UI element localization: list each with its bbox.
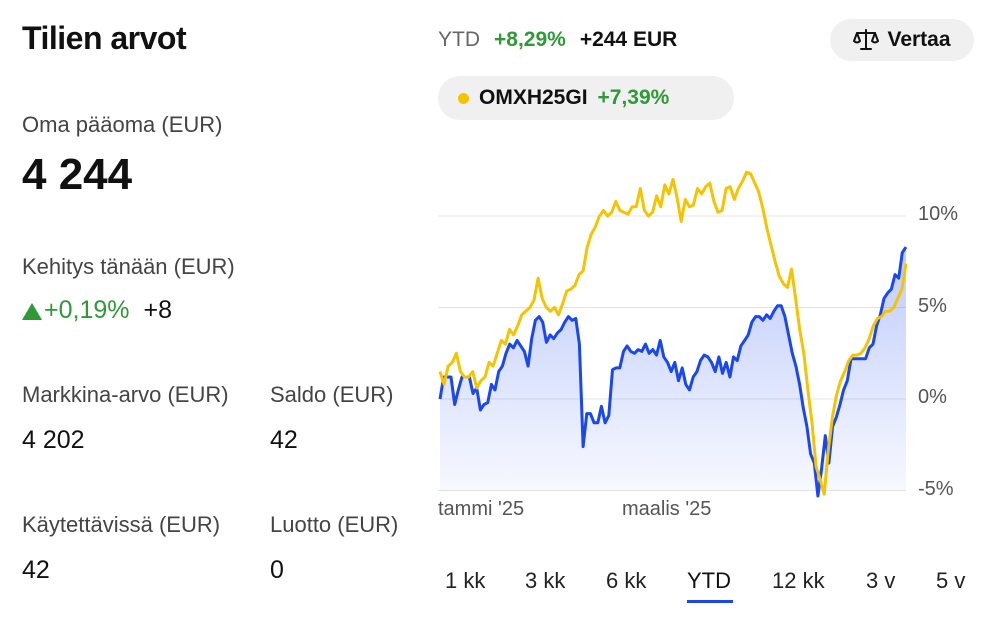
- today-change-label: Kehitys tänään (EUR): [22, 254, 235, 279]
- range-option-3-kk[interactable]: 3 kk: [525, 568, 566, 593]
- available-label: Käytettävissä (EUR): [22, 512, 221, 537]
- portfolio-area: [440, 247, 906, 496]
- up-triangle-icon: [22, 302, 42, 320]
- index-color-dot: [458, 92, 469, 104]
- market-value-label: Markkina-arvo (EUR): [22, 382, 229, 407]
- series-line-omxh25gi: [438, 170, 908, 496]
- performance-period: YTD: [438, 28, 480, 51]
- market-value-value: 4 202: [22, 426, 85, 454]
- balance-label: Saldo (EUR): [270, 382, 394, 407]
- index-name: OMXH25GI: [479, 86, 588, 109]
- today-change-percent: +0,19%: [44, 296, 130, 324]
- index-percent: +7,39%: [597, 86, 670, 109]
- range-option-6-kk[interactable]: 6 kk: [606, 568, 647, 593]
- scale-icon: [853, 29, 880, 50]
- balance-value: 42: [270, 426, 298, 454]
- today-change-percent-wrap: +0,19%: [22, 296, 130, 325]
- page-title: Tilien arvot: [22, 20, 187, 56]
- available-value: 42: [22, 556, 50, 584]
- x-tick-label: tammi '25: [438, 498, 525, 520]
- range-option-1-kk[interactable]: 1 kk: [445, 568, 486, 593]
- range-option-5-v[interactable]: 5 v: [936, 568, 966, 593]
- active-range-indicator: [687, 600, 733, 603]
- performance-amount: +244 EUR: [579, 28, 678, 51]
- today-change-row: +0,19% +8: [22, 296, 172, 325]
- equity-value: 4 244: [22, 150, 133, 199]
- performance-summary: YTD +8,29% +244 EUR: [438, 28, 677, 52]
- range-option-12-kk[interactable]: 12 kk: [772, 568, 825, 593]
- range-option-ytd[interactable]: YTD: [687, 568, 731, 593]
- x-tick-label: maalis '25: [622, 498, 712, 520]
- y-tick-label: 5%: [918, 294, 947, 317]
- index-chip[interactable]: OMXH25GI +7,39%: [438, 76, 734, 120]
- compare-button-label: Vertaa: [887, 28, 951, 51]
- equity-label: Oma pääoma (EUR): [22, 112, 223, 137]
- range-option-3-v[interactable]: 3 v: [866, 568, 896, 593]
- performance-percent: +8,29%: [494, 28, 566, 51]
- y-tick-label: 0%: [918, 386, 947, 408]
- y-tick-label: 10%: [918, 203, 959, 225]
- y-tick-label: -5%: [918, 477, 954, 500]
- compare-button[interactable]: Vertaa: [830, 19, 974, 61]
- credit-value: 0: [270, 556, 284, 584]
- today-change-amount: +8: [143, 296, 173, 324]
- credit-label: Luotto (EUR): [270, 512, 399, 537]
